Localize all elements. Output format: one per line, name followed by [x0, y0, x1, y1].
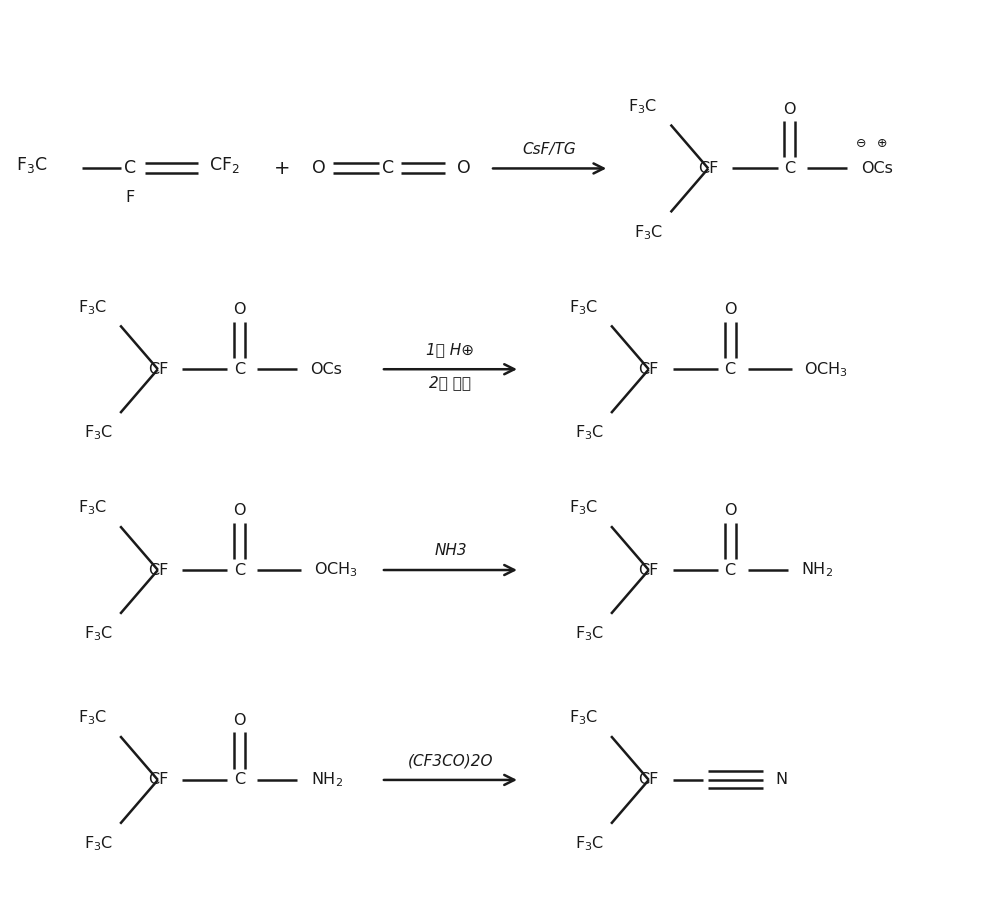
Text: CF: CF [148, 563, 168, 577]
Text: $\mathregular{F_3C}$: $\mathregular{F_3C}$ [78, 498, 107, 518]
Text: $\mathregular{F_3C}$: $\mathregular{F_3C}$ [78, 708, 107, 728]
Text: $\mathregular{F_3C}$: $\mathregular{F_3C}$ [575, 424, 604, 442]
Text: O: O [233, 503, 245, 519]
Text: 2， 甲醇: 2， 甲醇 [429, 376, 471, 391]
Text: $\mathregular{F_3C}$: $\mathregular{F_3C}$ [16, 155, 48, 175]
Text: CF: CF [698, 161, 718, 176]
Text: $\mathregular{F_3C}$: $\mathregular{F_3C}$ [634, 223, 663, 241]
Text: CF: CF [639, 773, 659, 787]
Text: $\mathregular{F_3C}$: $\mathregular{F_3C}$ [575, 834, 604, 853]
Text: C: C [725, 362, 736, 377]
Text: O: O [312, 159, 325, 178]
Text: $\mathregular{F_3C}$: $\mathregular{F_3C}$ [78, 297, 107, 317]
Text: $\mathregular{NH_2}$: $\mathregular{NH_2}$ [801, 561, 834, 579]
Text: C: C [382, 159, 394, 178]
Text: C: C [234, 563, 245, 577]
Text: C: C [784, 161, 795, 176]
Text: $\mathregular{NH_2}$: $\mathregular{NH_2}$ [311, 771, 343, 789]
Text: $\mathregular{F_3C}$: $\mathregular{F_3C}$ [569, 297, 598, 317]
Text: +: + [274, 159, 290, 178]
Text: F: F [125, 190, 135, 205]
Text: ⊖: ⊖ [856, 137, 866, 150]
Text: O: O [783, 101, 796, 117]
Text: O: O [233, 302, 245, 318]
Text: C: C [725, 563, 736, 577]
Text: $\mathregular{OCH_3}$: $\mathregular{OCH_3}$ [314, 561, 358, 579]
Text: C: C [234, 773, 245, 787]
Text: CF: CF [639, 362, 659, 377]
Text: NH3: NH3 [434, 543, 467, 558]
Text: $\mathregular{F_3C}$: $\mathregular{F_3C}$ [569, 498, 598, 518]
Text: $\mathregular{F_3C}$: $\mathregular{F_3C}$ [84, 624, 113, 643]
Text: $\mathregular{CF_2}$: $\mathregular{CF_2}$ [209, 155, 240, 175]
Text: OCs: OCs [311, 362, 342, 377]
Text: $\mathregular{F_3C}$: $\mathregular{F_3C}$ [628, 97, 657, 116]
Text: O: O [457, 159, 471, 178]
Text: CsF/TG: CsF/TG [523, 142, 576, 157]
Text: $\mathregular{F_3C}$: $\mathregular{F_3C}$ [84, 834, 113, 853]
Text: C: C [234, 362, 245, 377]
Text: CF: CF [639, 563, 659, 577]
Text: C: C [124, 159, 136, 178]
Text: O: O [724, 503, 736, 519]
Text: $\mathregular{F_3C}$: $\mathregular{F_3C}$ [569, 708, 598, 728]
Text: (CF3CO)2O: (CF3CO)2O [408, 753, 493, 768]
Text: $\mathregular{F_3C}$: $\mathregular{F_3C}$ [84, 424, 113, 442]
Text: OCs: OCs [861, 161, 893, 176]
Text: N: N [776, 773, 788, 787]
Text: CF: CF [148, 773, 168, 787]
Text: CF: CF [148, 362, 168, 377]
Text: O: O [724, 302, 736, 318]
Text: ⊕: ⊕ [877, 137, 887, 150]
Text: $\mathregular{OCH_3}$: $\mathregular{OCH_3}$ [804, 360, 849, 379]
Text: $\mathregular{F_3C}$: $\mathregular{F_3C}$ [575, 624, 604, 643]
Text: O: O [233, 713, 245, 729]
Text: 1， H⊕: 1， H⊕ [426, 343, 474, 357]
